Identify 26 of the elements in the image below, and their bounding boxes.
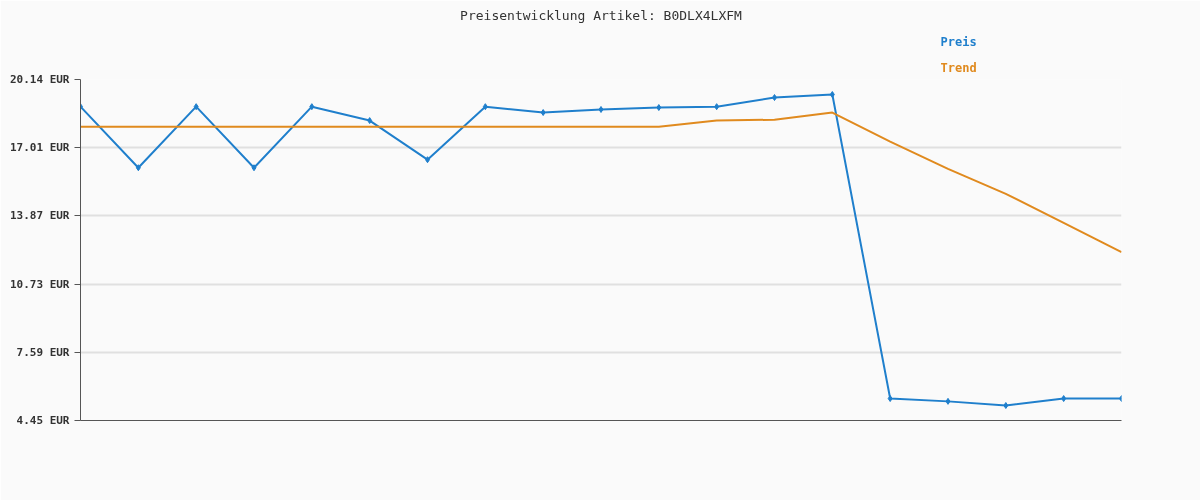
line-series [80,111,1122,254]
point [251,164,257,172]
point [135,164,141,172]
line-series [80,91,1122,409]
y-tick-label: 17.01 EUR [9,141,70,155]
y-tick-label: 4.45 EUR [16,414,70,427]
point [193,103,199,111]
point [829,91,835,98]
point [367,117,373,125]
text: Preis [940,34,977,49]
point [887,395,893,403]
point [656,104,662,112]
point [482,103,488,111]
text: Trend [940,60,977,75]
point [598,105,604,113]
chart-title: Preisentwicklung Artikel: B0DLX4LXFM [460,7,743,23]
point [714,103,720,111]
y-tick-label: 20.14 EUR [9,73,70,86]
point [945,397,951,405]
point [309,103,315,111]
y-tick-label: 7.59 EUR [16,345,70,359]
point [540,109,546,117]
y-tick-label: 13.87 EUR [9,209,70,223]
point [1061,395,1067,403]
y-tick-label: 10.73 EUR [9,277,70,291]
point [1003,402,1009,409]
